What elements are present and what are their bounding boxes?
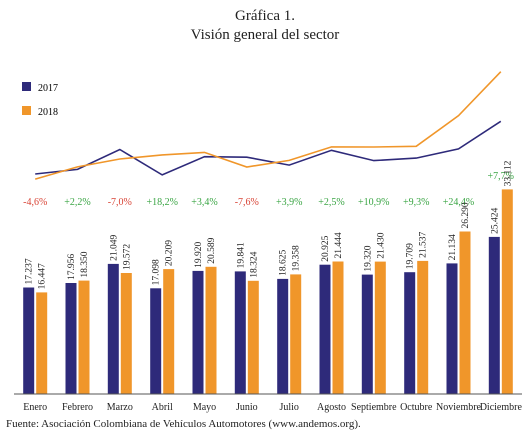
bar-2018 [501, 189, 513, 394]
bar-2018 [332, 261, 344, 394]
category-label: Octubre [400, 402, 433, 413]
bar-value-label: 21.430 [376, 232, 386, 258]
bar-value-label: 21.444 [334, 232, 344, 258]
bar-value-label: 19.572 [122, 244, 132, 270]
variation-label: +18,2% [146, 197, 177, 208]
bar-2017 [361, 274, 373, 394]
trend-lines [34, 71, 502, 180]
bars [23, 189, 513, 394]
bar-2017 [107, 263, 119, 394]
legend-swatch-2017 [22, 82, 31, 91]
bar-2018 [290, 274, 302, 394]
legend: 2017 2018 [22, 82, 58, 118]
bar-value-label: 17.956 [67, 254, 77, 280]
category-label: Diciembre [480, 402, 523, 413]
bar-value-label: 18.350 [80, 251, 90, 277]
bar-2017 [446, 263, 458, 394]
variation-label: +9,3% [403, 197, 429, 208]
bar-2017 [150, 288, 162, 394]
bar-2017 [404, 272, 416, 394]
bar-value-label: 17.098 [152, 259, 162, 285]
category-label: Noviembre [436, 402, 482, 413]
bar-value-label: 19.920 [194, 242, 204, 268]
bar-value-label: 21.537 [419, 232, 429, 258]
bar-value-label: 26.290 [461, 202, 471, 228]
category-labels: Enero Febrero Marzo Abril Mayo Junio Julio Agos… [23, 402, 522, 413]
bar-2017 [65, 283, 77, 394]
bar-2018 [205, 266, 217, 394]
category-label: Marzo [107, 402, 133, 413]
bar-2017 [234, 271, 246, 394]
variation-label: +2,2% [64, 197, 90, 208]
bar-2018 [163, 269, 175, 394]
source-note: Fuente: Asociación Colombiana de Vehícul… [6, 418, 361, 430]
category-label: Agosto [317, 402, 346, 413]
bar-2018 [417, 260, 429, 394]
bar-2018 [120, 273, 132, 394]
legend-swatch-2018 [22, 106, 31, 115]
bar-value-label: 16.447 [38, 263, 48, 289]
variation-label: +24,4% [443, 197, 474, 208]
variation-label: +10,9% [358, 197, 389, 208]
variation-label: +7,7% [488, 171, 514, 182]
variation-label: -7,0% [108, 197, 132, 208]
bar-2017 [192, 270, 204, 394]
bar-2018 [78, 280, 90, 394]
category-label: Mayo [193, 402, 216, 413]
category-label: Febrero [62, 402, 93, 413]
variation-label: -4,6% [23, 197, 47, 208]
bar-value-label: 25.424 [490, 208, 500, 234]
bar-value-label: 20.925 [321, 235, 331, 261]
category-label: Septiembre [351, 402, 397, 413]
bar-value-label: 18.324 [249, 251, 259, 277]
line-2018 [34, 71, 502, 180]
chart-subtitle: Visión general del sector [190, 27, 340, 43]
bar-value-label: 21.049 [109, 235, 119, 261]
category-label: Enero [23, 402, 47, 413]
bar-value-label: 19.358 [292, 245, 302, 271]
variation-labels: -4,6% +2,2% -7,0% +18,2% +3,4% -7,6% +3,9% +2,5… [23, 171, 514, 208]
bar-2017 [277, 278, 289, 394]
bar-2018 [374, 261, 386, 394]
legend-label-2018: 2018 [38, 107, 58, 118]
category-label: Julio [279, 402, 298, 413]
bar-2017 [319, 264, 331, 394]
bar-value-labels: 17.237 16.447 17.956 18.350 21.049 19.572 17.0… [25, 160, 514, 289]
bar-2018 [459, 231, 471, 394]
bar-2017 [488, 236, 500, 394]
bar-2018 [36, 292, 48, 394]
bar-value-label: 20.589 [207, 237, 217, 263]
line-2017 [35, 120, 502, 176]
variation-label: +2,5% [318, 197, 344, 208]
bar-value-label: 33.112 [503, 160, 513, 186]
chart-title: Gráfica 1. [235, 8, 295, 24]
bar-2018 [247, 280, 259, 394]
bar-value-label: 19.709 [406, 243, 416, 269]
category-label: Abril [152, 402, 173, 413]
category-label: Junio [236, 402, 258, 413]
bar-value-label: 18.625 [279, 250, 289, 276]
variation-label: +3,4% [191, 197, 217, 208]
variation-label: +3,9% [276, 197, 302, 208]
variation-label: -7,6% [235, 197, 259, 208]
bar-value-label: 19.320 [363, 245, 373, 271]
bar-value-label: 20.209 [165, 240, 175, 266]
bar-value-label: 21.134 [448, 234, 458, 260]
bar-2017 [23, 287, 35, 394]
legend-label-2017: 2017 [38, 83, 58, 94]
bar-value-label: 17.237 [25, 258, 35, 284]
bar-value-label: 19.841 [236, 242, 246, 268]
